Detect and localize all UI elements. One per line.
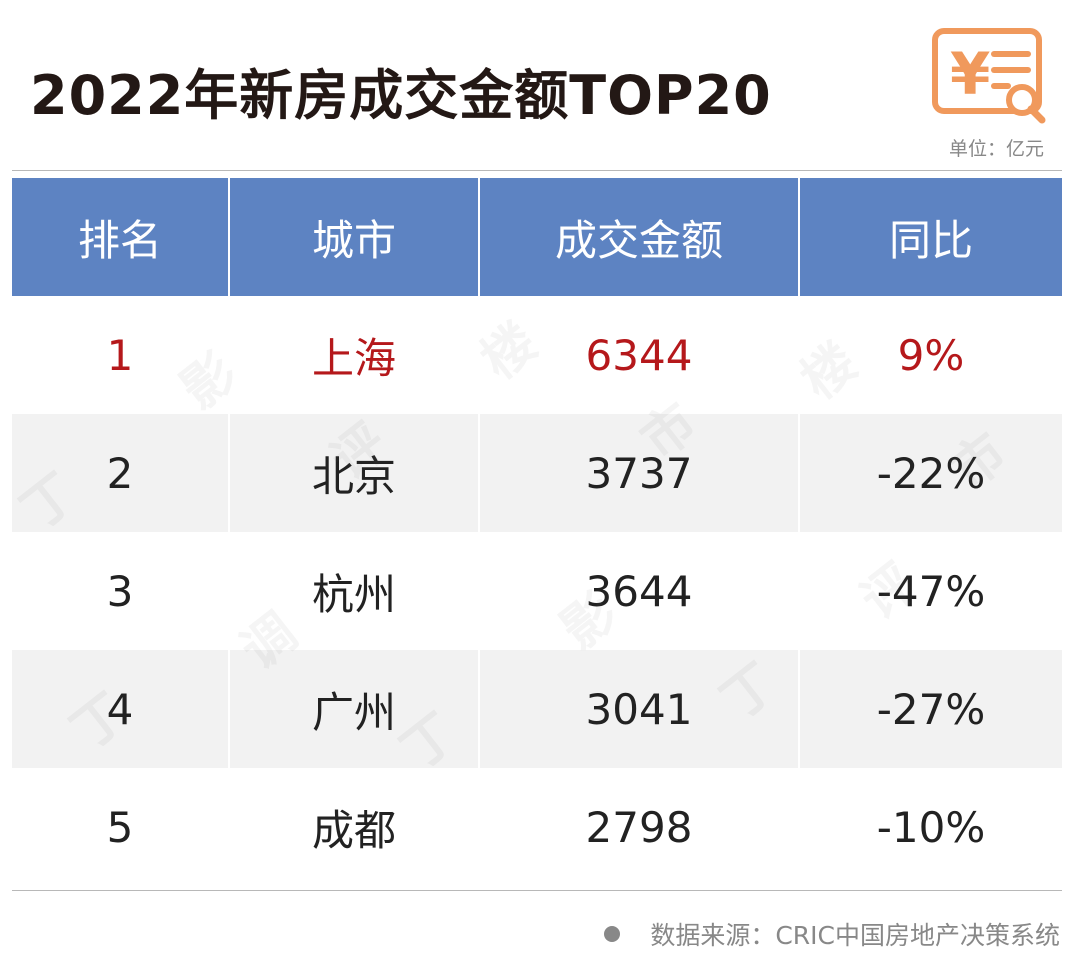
bottom-divider: [12, 890, 1062, 891]
rank-cell: 1: [12, 296, 230, 414]
page-title: 2022年新房成交金额TOP20: [30, 64, 772, 127]
rank-cell: 3: [12, 532, 230, 650]
yuan-receipt-search-icon: ¥: [932, 28, 1046, 124]
ranking-table: 排名 城市 成交金额 同比 1 上海 6344 9% 2 北京 3737 -22…: [12, 178, 1062, 886]
amount-cell: 3737: [480, 414, 800, 532]
yoy-cell: -27%: [876, 684, 986, 734]
header-city: 城市: [230, 178, 480, 296]
amount-cell: 6344: [480, 296, 800, 414]
table-row: 5 成都 2798 -10%: [12, 768, 1062, 886]
city-cell: 杭州: [230, 532, 480, 650]
table-row: 1 上海 6344 9%: [12, 296, 1062, 414]
yoy-cell: -10%: [876, 802, 986, 852]
rank-cell: 4: [12, 650, 230, 768]
header-amount: 成交金额: [480, 178, 800, 296]
bullet-icon: [604, 926, 621, 942]
yoy-cell: 9%: [897, 330, 965, 380]
yoy-cell: -22%: [876, 448, 986, 498]
amount-cell: 3644: [480, 532, 800, 650]
rank-cell: 5: [12, 768, 230, 886]
rank-cell: 2: [12, 414, 230, 532]
amount-cell: 3041: [480, 650, 800, 768]
city-cell: 广州: [230, 650, 480, 768]
source-text: 数据来源：CRIC中国房地产决策系统: [650, 921, 1060, 950]
table-row: 3 杭州 3644 -47%: [12, 532, 1062, 650]
table-row: 4 广州 3041 -27%: [12, 650, 1062, 768]
svg-text:¥: ¥: [950, 40, 990, 108]
unit-label: 单位：亿元: [948, 138, 1044, 160]
source-note: 数据来源：CRIC中国房地产决策系统: [604, 916, 1060, 952]
table-header: 排名 城市 成交金额 同比: [12, 178, 1062, 296]
header-rank: 排名: [12, 178, 230, 296]
table-row: 2 北京 3737 -22%: [12, 414, 1062, 532]
amount-cell: 2798: [480, 768, 800, 886]
city-cell: 上海: [230, 296, 480, 414]
city-cell: 北京: [230, 414, 480, 532]
header-yoy: 同比: [888, 215, 973, 265]
yoy-cell: -47%: [876, 566, 986, 616]
city-cell: 成都: [230, 768, 480, 886]
top-divider: [12, 170, 1062, 171]
